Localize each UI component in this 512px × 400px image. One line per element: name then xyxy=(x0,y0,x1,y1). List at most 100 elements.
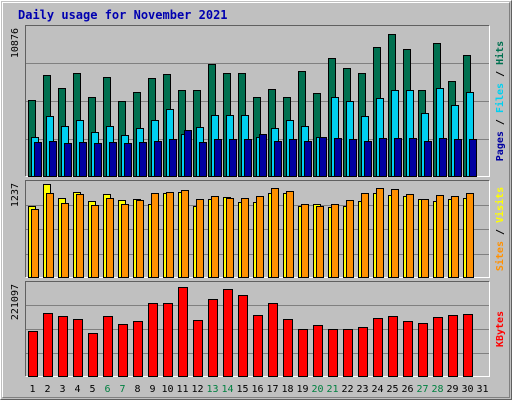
bar-pages-day-30 xyxy=(469,139,477,177)
x-tick-label-day-10: 10 xyxy=(161,384,173,395)
bar-pages-day-24 xyxy=(379,138,387,177)
legend: KBytes xyxy=(495,311,506,347)
bar-pages-day-27 xyxy=(424,141,432,177)
bar-pages-day-29 xyxy=(454,139,462,177)
bar-pages-day-5 xyxy=(94,143,102,177)
panel-visits-sites: 1237 Sites / Visits xyxy=(10,180,506,278)
legend-entry-kbytes: KBytes xyxy=(495,311,506,347)
bar-sites-day-4 xyxy=(76,194,84,278)
x-tick-label-day-5: 5 xyxy=(89,384,95,395)
legend-entry-files: Files xyxy=(494,83,506,113)
bar-sites-day-16 xyxy=(256,196,264,278)
bar-kbytes-day-19 xyxy=(298,329,308,377)
plot-bevel-dark xyxy=(25,25,490,177)
bar-kbytes-day-16 xyxy=(253,315,263,377)
bar-kbytes-day-18 xyxy=(283,319,293,377)
x-tick-label-day-11: 11 xyxy=(176,384,188,395)
bar-sites-day-7 xyxy=(121,204,129,278)
x-tick-label-day-28: 28 xyxy=(431,384,443,395)
bar-pages-day-4 xyxy=(79,142,87,177)
bar-kbytes-day-13 xyxy=(208,299,218,377)
bar-sites-day-30 xyxy=(466,193,474,278)
bar-pages-day-13 xyxy=(214,139,222,177)
x-tick-label-day-20: 20 xyxy=(311,384,323,395)
bar-pages-day-26 xyxy=(409,138,417,177)
bar-sites-day-10 xyxy=(166,192,174,278)
plot-bevel-dark xyxy=(25,281,490,377)
legend-entry-sites: Sites xyxy=(494,241,506,271)
bar-kbytes-day-29 xyxy=(448,315,458,377)
bar-pages-day-11 xyxy=(184,130,192,177)
bar-pages-day-23 xyxy=(364,141,372,177)
x-tick-label-day-1: 1 xyxy=(29,384,35,395)
bar-kbytes-day-5 xyxy=(88,333,98,377)
bar-sites-day-19 xyxy=(301,204,309,278)
bar-sites-day-20 xyxy=(316,206,324,278)
legend-entry-hits: Hits xyxy=(494,41,506,65)
bar-sites-day-18 xyxy=(286,191,294,278)
bar-kbytes-day-2 xyxy=(43,313,53,377)
bar-sites-day-2 xyxy=(46,193,54,278)
bar-kbytes-day-17 xyxy=(268,303,278,377)
x-tick-label-day-27: 27 xyxy=(416,384,428,395)
x-tick-label-day-24: 24 xyxy=(371,384,383,395)
bar-sites-day-14 xyxy=(226,198,234,278)
bar-kbytes-day-25 xyxy=(388,316,398,377)
bar-pages-day-2 xyxy=(49,141,57,177)
x-tick-label-day-6: 6 xyxy=(104,384,110,395)
bar-sites-day-8 xyxy=(136,200,144,278)
bar-sites-day-13 xyxy=(211,196,219,278)
bar-kbytes-day-23 xyxy=(358,327,368,377)
bar-kbytes-day-30 xyxy=(463,314,473,377)
legend-separator: / xyxy=(495,65,506,83)
bar-kbytes-day-21 xyxy=(328,329,338,377)
bar-pages-day-12 xyxy=(199,142,207,177)
bar-sites-day-23 xyxy=(361,193,369,278)
bar-kbytes-day-26 xyxy=(403,321,413,377)
x-tick-label-day-12: 12 xyxy=(191,384,203,395)
x-tick-label-day-13: 13 xyxy=(206,384,218,395)
bar-sites-day-24 xyxy=(376,188,384,278)
bar-pages-day-15 xyxy=(244,139,252,177)
bar-pages-day-22 xyxy=(349,139,357,177)
x-tick-label-day-17: 17 xyxy=(266,384,278,395)
x-tick-label-day-22: 22 xyxy=(341,384,353,395)
bar-sites-day-17 xyxy=(271,188,279,278)
bar-pages-day-1 xyxy=(34,142,42,177)
x-tick-label-day-16: 16 xyxy=(251,384,263,395)
bar-pages-day-28 xyxy=(439,138,447,177)
panel-kbytes: 221097 KBytes xyxy=(10,281,506,377)
bar-kbytes-day-15 xyxy=(238,295,248,377)
bar-pages-day-16 xyxy=(259,134,267,177)
bar-pages-day-10 xyxy=(169,139,177,177)
bar-pages-day-6 xyxy=(109,142,117,177)
x-tick-label-day-23: 23 xyxy=(356,384,368,395)
y-axis-max-label: 10876 xyxy=(10,28,21,58)
bar-kbytes-day-24 xyxy=(373,318,383,377)
bar-kbytes-day-20 xyxy=(313,325,323,377)
bar-sites-day-29 xyxy=(451,196,459,278)
legend: Sites / Visits xyxy=(494,187,506,271)
bar-sites-day-26 xyxy=(406,194,414,278)
x-tick-label-day-31: 31 xyxy=(476,384,488,395)
x-tick-label-day-21: 21 xyxy=(326,384,338,395)
x-tick-label-day-3: 3 xyxy=(59,384,65,395)
bar-sites-day-27 xyxy=(421,199,429,278)
panel-hits-files-pages: 10876 Pages / Files / Hits xyxy=(10,25,506,177)
legend-separator: / xyxy=(495,113,506,131)
bar-pages-day-17 xyxy=(274,141,282,177)
bar-pages-day-21 xyxy=(334,138,342,177)
x-axis-labels: 1 2 3 4 5 6 7 8 9 10 11 12 13 14 15 16 17 18 19 20 21 22 23 24 2… xyxy=(29,384,488,395)
x-tick-label-day-26: 26 xyxy=(401,384,413,395)
x-tick-label-day-14: 14 xyxy=(221,384,233,395)
bar-kbytes-day-9 xyxy=(148,303,158,377)
y-axis-max-label: 221097 xyxy=(10,284,21,320)
bar-kbytes-day-7 xyxy=(118,324,128,377)
x-tick-label-day-18: 18 xyxy=(281,384,293,395)
bar-sites-day-6 xyxy=(106,198,114,278)
legend: Pages / Files / Hits xyxy=(494,41,506,161)
bar-sites-day-11 xyxy=(181,190,189,278)
